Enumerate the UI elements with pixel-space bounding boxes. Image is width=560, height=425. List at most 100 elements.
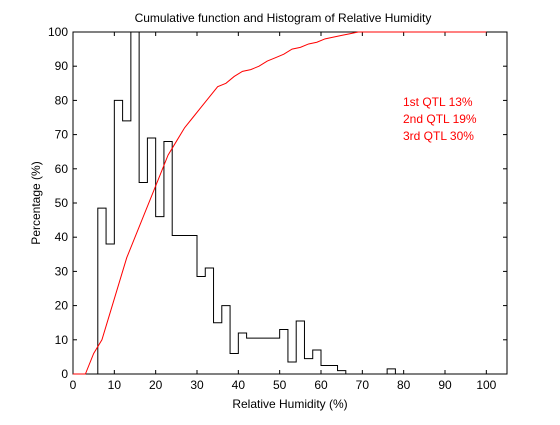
x-tick-label: 90 [438, 378, 452, 392]
cumulative-point [242, 71, 243, 72]
histogram-bar [197, 277, 205, 374]
cumulative-point [209, 96, 210, 97]
histogram-bar [280, 330, 288, 374]
histogram-bar [164, 141, 172, 374]
cumulative-point [85, 374, 86, 375]
cumulative-point [341, 35, 342, 36]
cumulative-point [275, 57, 276, 58]
cumulative-point [135, 237, 136, 238]
histogram-bar [338, 371, 346, 374]
histogram-bar [313, 350, 321, 374]
histogram-bar [263, 338, 271, 374]
histogram-bar [288, 362, 296, 374]
y-tick-label: 10 [55, 333, 69, 347]
cumulative-point [73, 374, 74, 375]
chart-title: Cumulative function and Histogram of Rel… [135, 11, 432, 25]
histogram-bar [247, 338, 255, 374]
cumulative-point [217, 86, 218, 87]
histogram-bar [106, 244, 114, 374]
y-tick-label: 90 [55, 59, 69, 73]
histogram-bar [139, 182, 147, 374]
cumulative-point [143, 216, 144, 217]
cumulative-line [73, 31, 487, 375]
cumulative-point [366, 32, 367, 33]
cumulative-point [159, 175, 160, 176]
y-tick-label: 20 [55, 299, 69, 313]
x-tick-label: 60 [314, 378, 328, 392]
cumulative-point [308, 43, 309, 44]
histogram-bar [214, 323, 222, 374]
histogram-bar [387, 369, 395, 374]
histogram-bar [304, 359, 312, 374]
y-tick-label: 40 [55, 230, 69, 244]
y-axis-label: Percentage (%) [29, 161, 43, 244]
histogram-bar [123, 121, 131, 374]
y-tick-label: 50 [55, 196, 69, 210]
cumulative-point [283, 54, 284, 55]
axes: 0 10 20 30 40 50 60 70 80 90 100 0 10 20 30 40 50 60 70 80 9… [48, 25, 508, 392]
cumulative-point [201, 107, 202, 108]
x-tick-label: 100 [476, 378, 496, 392]
histogram-bar [131, 32, 139, 374]
y-tick-label: 70 [55, 128, 69, 142]
histogram-bar [156, 217, 164, 374]
histogram-bar [180, 235, 188, 374]
histogram-bar [205, 268, 213, 374]
histogram-series [89, 31, 404, 375]
histogram-bar [98, 208, 106, 374]
cumulative-point [333, 37, 334, 38]
cumulative-point [225, 83, 226, 84]
cumulative-point [259, 66, 260, 67]
cumulative-point [403, 32, 404, 33]
histogram-bar [255, 338, 263, 374]
plot-frame [72, 31, 508, 375]
cumulative-point [292, 49, 293, 50]
quantile-annotation: 2nd QTL 19% [403, 112, 477, 126]
histogram-stairs [89, 31, 404, 375]
quantile-annotation: 3rd QTL 30% [403, 129, 474, 143]
x-tick-label: 10 [108, 378, 122, 392]
cumulative-point [325, 38, 326, 39]
x-tick-label: 30 [190, 378, 204, 392]
cumulative-point [110, 312, 111, 313]
x-tick-label: 20 [149, 378, 163, 392]
x-tick-label: 80 [397, 378, 411, 392]
x-tick-label: 40 [232, 378, 246, 392]
cumulative-point [445, 32, 446, 33]
cumulative-point [93, 353, 94, 354]
cumulative-point [300, 47, 301, 48]
cumulative-point [168, 155, 169, 156]
cumulative-point [267, 61, 268, 62]
y-tick-label: 100 [48, 25, 68, 39]
quantile-annotation: 1st QTL 13% [403, 95, 473, 109]
cumulative-point [176, 141, 177, 142]
cumulative-point [126, 257, 127, 258]
cumulative-point [358, 32, 359, 33]
cumulative-point [486, 32, 487, 33]
cumulative-point [151, 196, 152, 197]
cumulative-point [349, 33, 350, 34]
histogram-bar [189, 235, 197, 374]
histogram-bar [147, 138, 155, 374]
y-tick-label: 0 [61, 367, 68, 381]
histogram-bar [230, 353, 238, 374]
x-tick-label: 0 [70, 378, 77, 392]
histogram-bar [238, 333, 246, 374]
cumulative-series [73, 31, 487, 375]
y-tick-label: 60 [55, 162, 69, 176]
cumulative-point [316, 42, 317, 43]
cumulative-point [374, 32, 375, 33]
cumulative-point [250, 69, 251, 70]
y-tick-label: 30 [55, 264, 69, 278]
cumulative-point [184, 127, 185, 128]
histogram-bar [296, 321, 304, 374]
cumulative-point [101, 339, 102, 340]
histogram-bar [271, 338, 279, 374]
cumulative-point [234, 76, 235, 77]
y-tick-label: 80 [55, 93, 69, 107]
x-axis-label: Relative Humidity (%) [232, 397, 347, 411]
x-tick-label: 50 [273, 378, 287, 392]
histogram-bar [321, 365, 329, 374]
